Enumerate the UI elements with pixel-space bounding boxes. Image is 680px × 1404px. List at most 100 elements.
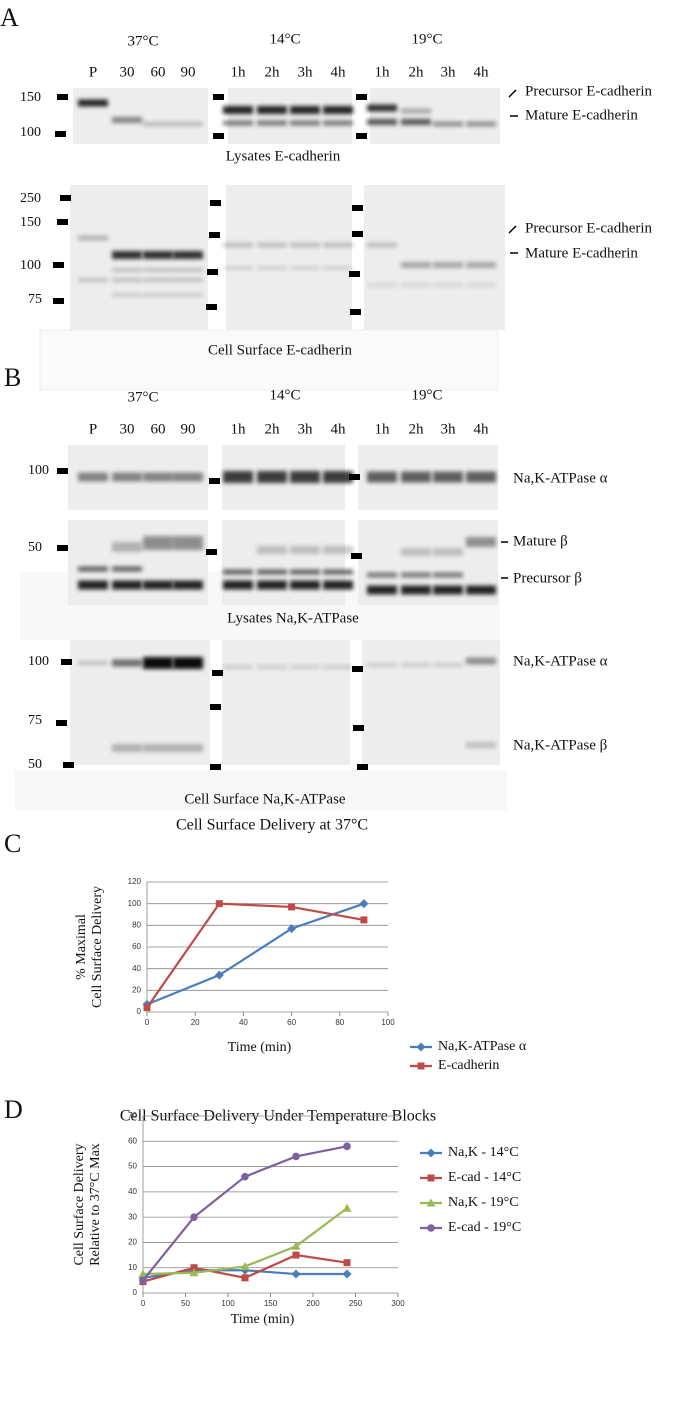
ladder-mark <box>209 232 220 238</box>
lane-label: 60 <box>151 64 166 80</box>
gel-band <box>401 108 431 114</box>
gel-band <box>173 268 203 272</box>
gel-band <box>112 744 142 752</box>
x-axis-label: Time (min) <box>231 1312 295 1327</box>
gel-band <box>78 278 108 282</box>
lane-label: P <box>89 421 97 437</box>
gel-band <box>257 106 287 114</box>
temperature: 14°C <box>269 31 300 47</box>
gel-band <box>290 106 320 114</box>
gel-band <box>401 262 431 268</box>
ladder-mark <box>210 200 221 206</box>
gel-band <box>257 120 287 126</box>
ladder-mark <box>357 764 368 770</box>
gel-band <box>323 106 353 114</box>
gel-band <box>223 471 253 483</box>
series-line <box>146 902 365 1006</box>
band-label: Precursor β <box>513 570 582 586</box>
gel-band <box>466 471 496 483</box>
ladder-mark <box>57 94 68 100</box>
mw-marker: 75 <box>28 713 42 728</box>
x-tick-label: 80 <box>335 1018 344 1027</box>
gel-band <box>367 242 397 248</box>
y-tick-label: 20 <box>128 1238 137 1247</box>
point <box>291 1269 301 1279</box>
lane-label: 4h <box>331 421 347 437</box>
temperature: 14°C <box>269 387 300 403</box>
lane-label: 30 <box>120 421 135 437</box>
label-tick <box>508 225 517 234</box>
ladder-mark <box>210 704 221 710</box>
temperature: 37°C <box>127 389 158 405</box>
gel-band <box>290 471 320 483</box>
band-label: Na,K-ATPase α <box>513 470 608 486</box>
legend-marker <box>426 1148 436 1158</box>
ladder-mark <box>213 133 224 139</box>
gel-band <box>290 665 320 669</box>
gel-band <box>257 471 287 483</box>
caption: Cell Surface E-cadherin <box>208 342 353 358</box>
point <box>214 970 224 980</box>
lane-label: 4h <box>474 64 490 80</box>
point <box>292 1152 300 1161</box>
lane-label: 2h <box>265 64 281 80</box>
x-axis-label: Time (min) <box>228 1040 292 1055</box>
gel-band <box>433 663 463 667</box>
mw-marker: 75 <box>28 292 42 307</box>
lane-label: 3h <box>298 421 314 437</box>
band-label: Na,K-ATPase α <box>513 653 608 669</box>
gel-band <box>78 99 108 107</box>
ladder-mark <box>57 219 68 225</box>
gel-band <box>367 283 397 287</box>
gel-band <box>466 283 496 287</box>
mw-marker: 100 <box>20 125 41 140</box>
ladder-mark <box>352 666 363 672</box>
gel-band <box>290 569 320 575</box>
band-label: Precursor E-cadherin <box>525 83 653 99</box>
gel-band <box>143 580 173 590</box>
gel-band <box>401 572 431 578</box>
mw-marker: 50 <box>28 757 42 772</box>
gel-band <box>401 471 431 483</box>
band-label: Mature E-cadherin <box>525 107 638 123</box>
lane-label: 4h <box>331 64 347 80</box>
gel-background <box>370 88 500 144</box>
mw-marker: 100 <box>28 463 49 478</box>
x-tick-label: 100 <box>381 1018 395 1027</box>
gel-band <box>257 546 287 554</box>
legend-label: Na,K - 14°C <box>448 1145 519 1160</box>
x-tick-label: 100 <box>221 1299 235 1308</box>
legend-marker <box>427 1174 435 1182</box>
lane-label: 2h <box>265 421 281 437</box>
gel-band <box>173 121 203 127</box>
gel-band <box>433 585 463 595</box>
point <box>288 903 296 911</box>
label-tick <box>508 89 517 98</box>
temperature: 37°C <box>127 33 158 49</box>
gel-band <box>433 283 463 287</box>
gel-band <box>433 262 463 268</box>
lane-label: 3h <box>441 421 457 437</box>
point <box>359 899 369 909</box>
y-axis-label: Cell Surface Delivery <box>72 1143 87 1265</box>
x-tick-label: 60 <box>287 1018 296 1027</box>
gel-band <box>323 120 353 126</box>
y-tick-label: 60 <box>132 942 141 951</box>
gel-band <box>290 242 320 248</box>
series-line <box>146 902 365 1009</box>
gel-band <box>466 262 496 268</box>
gel-band <box>323 546 353 554</box>
lane-label: 1h <box>231 421 247 437</box>
gel-band <box>78 661 108 665</box>
gel-band <box>112 566 142 572</box>
gel-band <box>290 120 320 126</box>
ladder-mark <box>57 545 68 551</box>
gel-band <box>401 283 431 287</box>
ladder-mark <box>212 670 223 676</box>
ladder-mark <box>60 195 71 201</box>
lane-label: 2h <box>409 64 425 80</box>
ladder-mark <box>56 720 67 726</box>
gel-band <box>78 580 108 590</box>
ladder-mark <box>352 231 363 237</box>
panel-label: A <box>0 3 19 32</box>
